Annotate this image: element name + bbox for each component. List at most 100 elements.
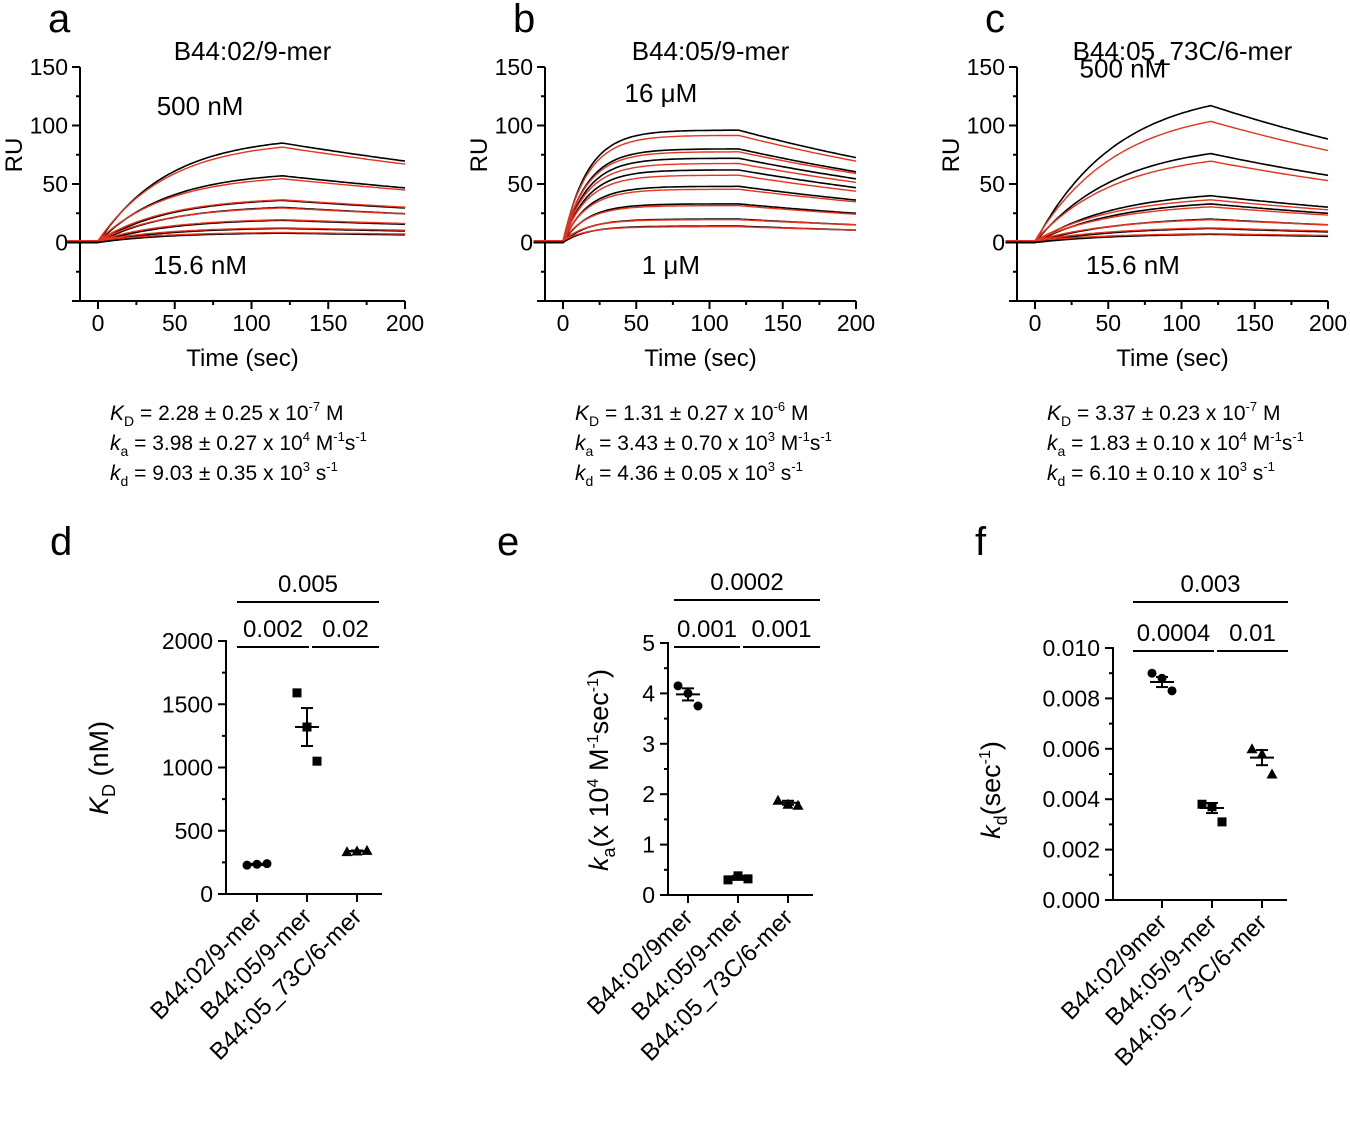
scatter-panel-f: f 0.000 0.002 0.004 0.006 0.008 0.010 kd(sec-1)…	[975, 520, 1288, 1072]
fit-curve	[1005, 218, 1329, 242]
x-tick-label: 100	[690, 310, 728, 336]
x-tick-label: 50	[162, 310, 188, 336]
ka-unit: M	[310, 432, 333, 455]
fit-curve	[1005, 160, 1329, 242]
y-label-text-4: )	[584, 669, 614, 678]
kd-subscript: D	[1061, 413, 1071, 429]
ka-symbol: k	[575, 432, 587, 455]
ka-unit-second-exponent: -1	[820, 429, 832, 444]
y-label-text: (x 10	[584, 787, 614, 847]
y-tick-label: 1	[642, 832, 655, 858]
fit-curve	[67, 231, 405, 242]
fit-curve	[67, 177, 406, 242]
fit-curve	[533, 188, 857, 242]
x-tick-label: 50	[1095, 310, 1121, 336]
kd-unit: M	[320, 402, 343, 425]
p-value-label: 0.003	[1180, 571, 1240, 598]
sensorgram-panel-c: c B44:05_73C/6-mer 0 50 100 150 0 50 100 150 200 Ti…	[938, 0, 1347, 489]
koff-unit: s	[775, 462, 791, 485]
fit-curve	[533, 204, 857, 242]
chart-title: B44:05/9-mer	[632, 36, 790, 66]
x-tick-label: 150	[309, 310, 347, 336]
sensorgram-panel-b: b B44:05/9-mer 0 50 100 150 0 50 100 150 200 Time (…	[466, 0, 875, 489]
kd-value: = 3.37 ± 0.23 x 10	[1071, 402, 1245, 425]
measured-curve	[533, 129, 857, 244]
ka-subscript: a	[586, 443, 594, 459]
ka-unit-second-exponent: -1	[1292, 429, 1304, 444]
koff-unit-exponent: -1	[791, 459, 803, 474]
x-tick-label: 150	[1236, 310, 1274, 336]
kd-symbol: K	[1047, 402, 1062, 425]
koff-unit: s	[1247, 462, 1263, 485]
kd-symbol: K	[110, 402, 125, 425]
fit-curve	[67, 199, 406, 242]
kd-unit: M	[1257, 402, 1280, 425]
x-tick-label: 200	[386, 310, 424, 336]
y-tick-label: 2000	[162, 628, 213, 654]
koff-equation: kd = 4.36 ± 0.05 x 103 s-1	[575, 459, 803, 489]
koff-subscript: d	[1058, 473, 1066, 489]
x-tick-label: 0	[557, 310, 570, 336]
y-tick-label: 150	[967, 54, 1005, 80]
koff-value: = 4.36 ± 0.05 x 10	[593, 462, 767, 485]
data-point	[1217, 817, 1227, 827]
fit-curve	[67, 218, 406, 242]
y-tick-label: 0.002	[1042, 837, 1100, 863]
data-point	[693, 701, 703, 711]
measured-curve	[1005, 104, 1329, 244]
y-tick-label: 150	[495, 54, 533, 80]
ka-exponent: 3	[768, 429, 775, 444]
kd-value: = 2.28 ± 0.25 x 10	[134, 402, 308, 425]
ka-subscript: a	[1058, 443, 1066, 459]
y-axis-label: RU	[1, 138, 28, 173]
y-label-symbol: k	[584, 856, 614, 871]
y-tick-label: 0	[55, 230, 68, 256]
x-axis-label: Time (sec)	[1116, 345, 1228, 372]
x-tick-label: 200	[837, 310, 875, 336]
ka-unit-second: s	[1282, 432, 1293, 455]
ka-unit: M	[775, 432, 798, 455]
fit-curve	[67, 227, 405, 242]
y-tick-label: 2	[642, 781, 655, 807]
y-axis-label: kd(sec-1)	[976, 741, 1011, 839]
fit-curve	[1005, 227, 1329, 242]
kd-exponent: -7	[309, 399, 321, 414]
bottom-concentration-label: 1 μM	[642, 250, 700, 280]
koff-unit-exponent: -1	[326, 459, 338, 474]
koff-value: = 6.10 ± 0.10 x 10	[1065, 462, 1239, 485]
ka-unit-second: s	[345, 432, 356, 455]
ka-value: = 3.43 ± 0.70 x 10	[593, 432, 767, 455]
panel-label: c	[985, 0, 1005, 41]
y-tick-label: 500	[175, 818, 213, 844]
x-tick-label: 200	[1309, 310, 1347, 336]
sensorgram-panel-a: a B44:02/9-mer 0 50 100 150 0 50 100 150 200 Time (…	[1, 0, 424, 489]
x-tick-label: 0	[1029, 310, 1042, 336]
chart-title: B44:02/9-mer	[174, 36, 332, 66]
p-value-label: 0.0002	[710, 569, 783, 596]
panel-label: b	[513, 0, 535, 41]
koff-value: = 9.03 ± 0.35 x 10	[128, 462, 302, 485]
data-point	[1246, 743, 1258, 754]
ka-equation: ka = 3.43 ± 0.70 x 103 M-1s-1	[575, 429, 832, 459]
panel-label: f	[975, 520, 987, 564]
ka-unit-exponent: -1	[798, 429, 810, 444]
data-point	[723, 875, 733, 885]
y-tick-label: 0.000	[1042, 887, 1100, 913]
koff-subscript: d	[586, 473, 594, 489]
fit-curve	[1005, 206, 1329, 242]
data-point	[1147, 668, 1157, 678]
ka-exponent: 4	[303, 429, 310, 444]
ka-symbol: k	[1047, 432, 1059, 455]
y-tick-label: 100	[30, 113, 68, 139]
y-tick-label: 100	[495, 113, 533, 139]
y-tick-label: 1000	[162, 755, 213, 781]
ka-unit-exponent: -1	[333, 429, 345, 444]
y-tick-label: 5	[642, 630, 655, 656]
top-concentration-label: 16 μM	[625, 78, 698, 108]
fit-curve	[533, 134, 857, 242]
measured-curve	[533, 169, 857, 244]
x-tick-label: 100	[1162, 310, 1200, 336]
y-label-text-3: sec	[584, 692, 614, 734]
y-tick-label: 0.010	[1042, 635, 1100, 661]
